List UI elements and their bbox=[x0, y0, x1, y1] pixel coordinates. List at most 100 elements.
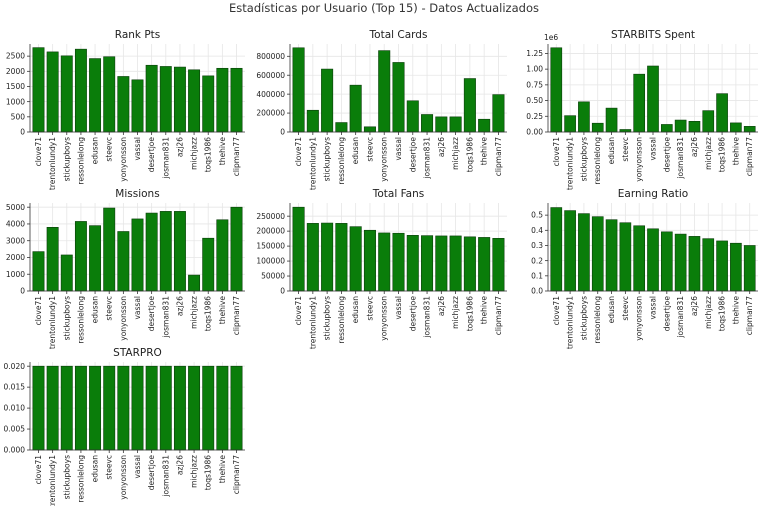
bar-edusan bbox=[89, 365, 102, 451]
x-tick-label: ressonlelong bbox=[76, 296, 85, 344]
y-tick-label: 800000 bbox=[256, 52, 285, 61]
x-tick-label: edusan bbox=[91, 296, 100, 324]
bar-clove71 bbox=[550, 207, 563, 292]
bar-azj26 bbox=[688, 236, 701, 292]
bar-azj26 bbox=[688, 121, 701, 133]
chart-title: Total Fans bbox=[372, 188, 425, 200]
x-tick-label: azj26 bbox=[175, 455, 184, 475]
bar-clove71 bbox=[32, 251, 45, 292]
x-tick-label: josman831 bbox=[676, 296, 685, 339]
bar-trentonlundy1 bbox=[46, 365, 59, 451]
y-tick-label: 2000 bbox=[6, 67, 25, 76]
bar-josman831 bbox=[421, 235, 434, 292]
x-tick-label: michjazz bbox=[451, 296, 460, 329]
bar-thehive bbox=[730, 122, 742, 133]
x-tick-label: clove71 bbox=[294, 296, 303, 326]
y-tick-label: 3000 bbox=[6, 236, 25, 245]
y-tick-label: 0.75 bbox=[526, 80, 543, 89]
x-tick-label: trentonlundy1 bbox=[308, 137, 317, 190]
x-tick-label: ressonlelong bbox=[337, 296, 346, 344]
x-tick-label: josman831 bbox=[161, 137, 170, 180]
bar-trentonlundy1 bbox=[564, 210, 576, 292]
bar-desertjoe bbox=[406, 235, 419, 292]
x-tick-label: ressonlelong bbox=[593, 296, 602, 344]
bar-vassal bbox=[131, 79, 144, 133]
bar-josman831 bbox=[159, 66, 172, 133]
x-tick-label: michjazz bbox=[190, 455, 199, 488]
x-tick-label: trentonlundy1 bbox=[566, 296, 575, 349]
x-tick-label: azj26 bbox=[437, 137, 446, 157]
chart-title: Rank Pts bbox=[115, 29, 161, 41]
bar-clipman77 bbox=[743, 126, 756, 133]
y-tick-label: 0 bbox=[20, 128, 25, 137]
bar-vassal bbox=[131, 365, 144, 451]
bar-vassal bbox=[131, 218, 144, 292]
y-tick-label: 4000 bbox=[6, 220, 25, 229]
x-tick-label: clove71 bbox=[552, 137, 561, 167]
bar-toqs1986 bbox=[463, 236, 476, 292]
x-tick-label: stickupboys bbox=[579, 137, 588, 181]
x-tick-label: toqs1986 bbox=[718, 137, 727, 173]
bar-thehive bbox=[216, 365, 229, 451]
x-tick-label: thehive bbox=[731, 137, 740, 166]
y-tick-label: 0.1 bbox=[531, 271, 543, 280]
x-tick-label: edusan bbox=[607, 296, 616, 324]
x-tick-label: edusan bbox=[607, 137, 616, 165]
y-tick-label: 2000 bbox=[6, 253, 25, 262]
bar-edusan bbox=[605, 107, 618, 133]
y-tick-label: 1.25 bbox=[526, 49, 543, 58]
bar-desertjoe bbox=[660, 124, 673, 133]
x-tick-label: stickupboys bbox=[323, 137, 332, 181]
x-tick-label: josman831 bbox=[423, 296, 432, 339]
x-tick-label: ressonlelong bbox=[337, 137, 346, 185]
bar-azj26 bbox=[173, 211, 186, 292]
x-tick-label: clove71 bbox=[552, 296, 561, 326]
bar-clipman77 bbox=[492, 94, 505, 133]
bar-michjazz bbox=[449, 116, 462, 133]
x-tick-label: yonyonsson bbox=[119, 137, 128, 182]
bar-yonyonsson bbox=[117, 231, 130, 292]
bar-steevc bbox=[103, 56, 116, 133]
x-tick-label: desertjoe bbox=[147, 137, 156, 173]
bar-desertjoe bbox=[145, 64, 158, 133]
x-tick-label: azj26 bbox=[175, 296, 184, 316]
x-tick-label: thehive bbox=[218, 455, 227, 484]
bar-azj26 bbox=[173, 365, 186, 451]
x-tick-label: steevc bbox=[365, 137, 374, 162]
bar-clipman77 bbox=[492, 238, 505, 292]
chart-panel-2: 0 200000 400000 600000 800000 clove71 trentonl… bbox=[256, 29, 507, 190]
chart-title: STARPRO bbox=[113, 347, 162, 359]
x-tick-label: yonyonsson bbox=[380, 137, 389, 182]
bar-michjazz bbox=[188, 69, 201, 133]
x-tick-label: toqs1986 bbox=[204, 137, 213, 173]
bar-yonyonsson bbox=[117, 76, 130, 133]
y-tick-label: 50000 bbox=[261, 272, 285, 281]
chart-panel-1: 0 500 1000 1500 2000 2500 clove71 trentonlundy1… bbox=[6, 29, 245, 190]
x-tick-label: clove71 bbox=[34, 455, 43, 485]
x-tick-label: yonyonsson bbox=[119, 296, 128, 341]
bar-clove71 bbox=[292, 206, 305, 292]
y-tick-label: 0.25 bbox=[526, 112, 543, 121]
x-tick-label: trentonlundy1 bbox=[566, 137, 575, 190]
bar-toqs1986 bbox=[202, 365, 215, 451]
bar-stickupboys bbox=[60, 365, 73, 451]
x-tick-label: azj26 bbox=[690, 296, 699, 316]
bar-ressonlelong bbox=[591, 122, 604, 133]
y-tick-label: 100000 bbox=[256, 257, 285, 266]
bar-steevc bbox=[103, 207, 116, 292]
bar-edusan bbox=[349, 84, 362, 133]
y-tick-label: 0.015 bbox=[4, 383, 26, 392]
x-tick-label: yonyonsson bbox=[635, 137, 644, 182]
y-tick-label: 1000 bbox=[6, 270, 25, 279]
bar-clove71 bbox=[292, 47, 305, 133]
x-tick-label: clipman77 bbox=[494, 137, 503, 176]
bar-stickupboys bbox=[60, 254, 73, 292]
y-tick-label: 200000 bbox=[256, 227, 285, 236]
chart-panel-5: 0 50000 100000 150000 200000 250000 clove71 tre… bbox=[256, 188, 507, 349]
bar-toqs1986 bbox=[463, 78, 476, 133]
x-tick-label: edusan bbox=[351, 137, 360, 165]
bar-thehive bbox=[216, 219, 229, 292]
x-tick-label: thehive bbox=[218, 137, 227, 166]
y-tick-label: 1000 bbox=[6, 97, 25, 106]
x-tick-label: michjazz bbox=[451, 137, 460, 170]
